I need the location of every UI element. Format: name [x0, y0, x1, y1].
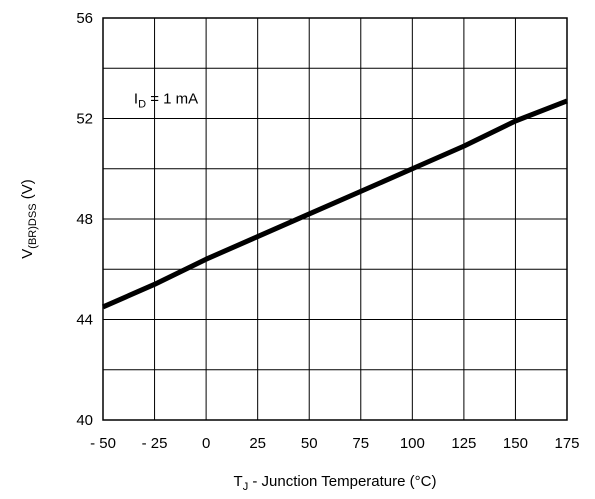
- x-axis-label-sub: J: [243, 481, 249, 493]
- x-tick-label: 150: [503, 435, 528, 452]
- y-tick-label: 44: [76, 312, 93, 329]
- annotation-sub: D: [138, 98, 146, 110]
- x-tick-label: - 50: [90, 435, 116, 452]
- y-tick-labels: 40 44 48 52 56: [76, 10, 93, 429]
- grid-layer: [102, 17, 568, 421]
- y-axis-label-main: V: [19, 249, 36, 259]
- y-tick-label: 52: [76, 111, 93, 128]
- plot-frame: [102, 17, 568, 421]
- x-axis-label-rest: - Junction Temperature (°C): [248, 473, 436, 490]
- x-tick-label: 50: [301, 435, 318, 452]
- x-tick-label: 25: [249, 435, 266, 452]
- y-tick-label: 48: [76, 211, 93, 228]
- annotation-rest: = 1 mA: [146, 90, 198, 107]
- y-axis-label: V(BR)DSS (V): [19, 179, 39, 258]
- x-tick-label: 125: [451, 435, 476, 452]
- x-tick-label: 75: [352, 435, 369, 452]
- annotation-id-current: ID = 1 mA: [134, 90, 198, 110]
- y-axis-label-rest: (V): [19, 179, 36, 203]
- x-axis-label-main: T: [234, 473, 243, 490]
- series-layer: [101, 98, 568, 310]
- y-axis-label-sub: (BR)DSS: [27, 203, 39, 248]
- x-tick-label: 100: [400, 435, 425, 452]
- x-tick-label: 0: [202, 435, 210, 452]
- x-tick-label: - 25: [142, 435, 168, 452]
- x-tick-labels: - 50 - 25 0 25 50 75 100 125 150 175: [90, 435, 579, 452]
- x-tick-label: 175: [554, 435, 579, 452]
- annotation-main: I: [134, 90, 138, 107]
- x-axis-label: TJ - Junction Temperature (°C): [234, 473, 437, 493]
- series-line: [101, 98, 568, 310]
- y-tick-label: 40: [76, 412, 93, 429]
- y-tick-label: 56: [76, 10, 93, 27]
